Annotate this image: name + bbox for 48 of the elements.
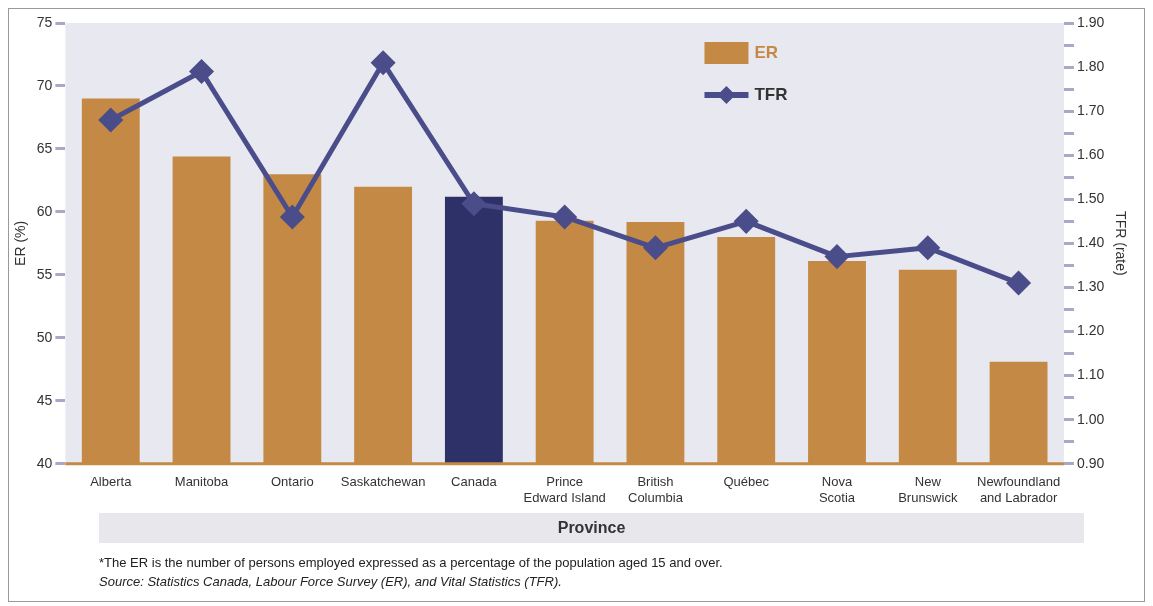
y-axis-title: ER (%) [12, 220, 29, 266]
y2-tick-label: 1.00 [1076, 410, 1105, 427]
y-tick-label: 55 [36, 265, 53, 282]
source-note: Source: Statistics Canada, Labour Force Survey (ER), and Vital Statistics (TFR). [99, 574, 563, 589]
y-tick-label: 60 [36, 202, 53, 219]
legend-label: ER [754, 42, 779, 62]
point [1007, 271, 1031, 295]
x-tick-label: Prince Edward Island [523, 474, 606, 505]
point [734, 209, 758, 233]
point [190, 59, 214, 83]
x-tick-label: New Brunswick [898, 474, 958, 505]
y2-tick-label: 1.70 [1076, 102, 1105, 119]
y-tick-label: 70 [36, 76, 53, 93]
point [916, 236, 940, 260]
point [371, 51, 395, 75]
point [99, 108, 123, 132]
x-tick-label: Canada [451, 474, 498, 490]
x-tick-label: Saskatchewan [340, 474, 426, 490]
point [825, 245, 849, 269]
x-tick-label: Alberta [90, 474, 133, 490]
point [643, 236, 667, 260]
y2-tick-label: 1.50 [1076, 190, 1105, 207]
x-tick-label: Nova Scotia [818, 474, 856, 505]
point [462, 192, 486, 216]
y-tick-label: 50 [36, 328, 53, 345]
y-tick-label: 40 [36, 454, 53, 471]
text: *The ER is the number of persons employed expressed as a percentage of the population aged 15 and over. [99, 555, 724, 570]
x-tick-label: British Columbia [627, 474, 684, 505]
point [280, 205, 304, 229]
y-tick-label: 65 [36, 139, 53, 156]
y-tick-label: 75 [36, 13, 53, 30]
y2-tick-label: 1.20 [1076, 322, 1105, 339]
y2-tick-label: 0.90 [1076, 454, 1105, 471]
x-tick-label: Newfoundland and Labrador [977, 474, 1061, 505]
x-tick-label: Manitoba [174, 474, 230, 490]
y2-tick-label: 1.90 [1076, 13, 1105, 30]
x-axis-title: Province [99, 513, 1084, 543]
y2-axis-title: TFR (rate) [1112, 211, 1129, 276]
y2-tick-label: 1.80 [1076, 57, 1105, 74]
y-tick-label: 45 [36, 391, 53, 408]
y2-tick-label: 1.40 [1076, 234, 1105, 251]
y2-tick-label: 1.30 [1076, 278, 1105, 295]
y2-tick-label: 1.10 [1076, 366, 1105, 383]
x-tick-label: Ontario [271, 474, 314, 490]
legend-label: TFR [754, 84, 788, 104]
y2-tick-label: 1.60 [1076, 146, 1105, 163]
point [553, 205, 577, 229]
x-tick-label: Québec [723, 474, 770, 490]
